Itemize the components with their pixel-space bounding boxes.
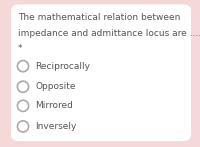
Text: The mathematical relation between: The mathematical relation between xyxy=(18,13,180,22)
Text: impedance and admittance locus are ..........: impedance and admittance locus are .....… xyxy=(18,29,200,38)
Text: *: * xyxy=(18,44,22,53)
FancyBboxPatch shape xyxy=(11,4,191,141)
Text: Opposite: Opposite xyxy=(35,82,76,91)
Text: Reciprocally: Reciprocally xyxy=(35,62,90,71)
Text: Mirrored: Mirrored xyxy=(35,101,73,110)
Text: Inversely: Inversely xyxy=(35,122,76,131)
